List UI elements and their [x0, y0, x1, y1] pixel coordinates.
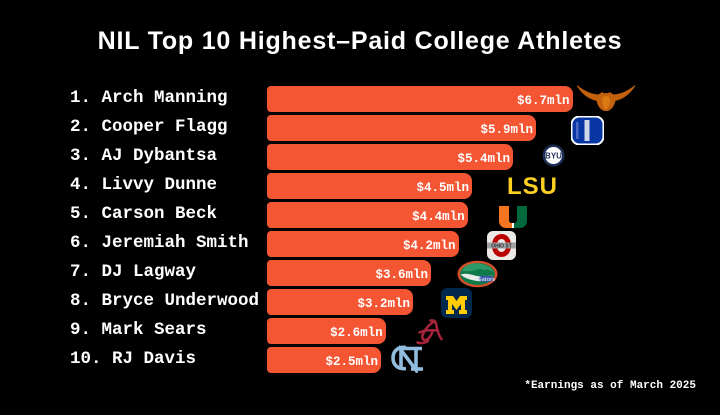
svg-text:Gators: Gators — [477, 277, 495, 283]
svg-text:BYU: BYU — [545, 152, 562, 161]
svg-text:OHIO ST: OHIO ST — [491, 244, 512, 250]
